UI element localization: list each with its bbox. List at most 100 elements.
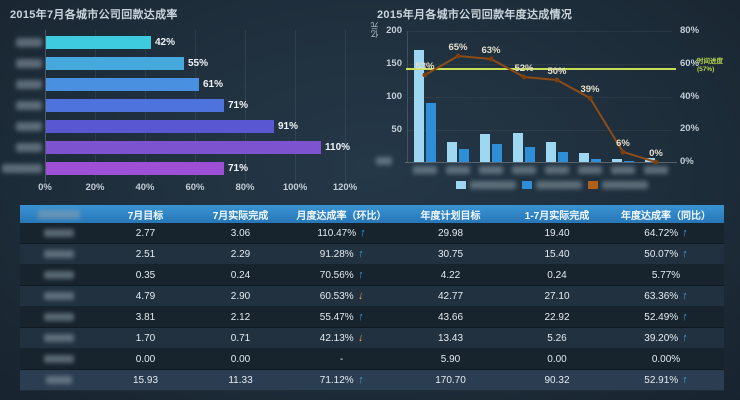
- left-chart-bar[interactable]: [46, 120, 274, 133]
- left-chart-bar[interactable]: [46, 141, 321, 154]
- july-target-cell: 2.77: [135, 227, 156, 239]
- ytd-actual-cell: 0.00: [547, 353, 567, 365]
- left-chart-category-label-redacted: [2, 164, 42, 173]
- rate-line-point: [422, 72, 428, 78]
- right-chart-y-right-tick-label: 60%: [680, 58, 700, 69]
- right-chart-plan-bar[interactable]: [414, 50, 424, 162]
- rate-line-point: [488, 56, 494, 62]
- year-target-cell: 4.22: [440, 269, 461, 281]
- left-chart-bar[interactable]: [46, 36, 151, 49]
- table-row[interactable]: 4.79 2.90 60.53% ↓ 42.77 27.10 63.36% ↑: [20, 286, 724, 307]
- table-row[interactable]: 1.70 0.71 42.13% ↓ 13.43 5.26 39.20% ↑: [20, 328, 724, 349]
- right-chart-plan-bar[interactable]: [579, 153, 589, 162]
- legend-item[interactable]: [588, 181, 650, 190]
- left-chart-bar-value-label: 91%: [278, 121, 299, 132]
- rate-line-point: [521, 74, 527, 80]
- legend-swatch: [588, 181, 598, 189]
- rate-line-point: [653, 159, 659, 165]
- left-chart-title: 2015年7月各城市公司回款达成率: [10, 9, 178, 21]
- july-target-cell: 3.81: [135, 311, 156, 323]
- legend-item[interactable]: [456, 181, 518, 190]
- month-rate-cell: 60.53% ↓: [288, 290, 395, 302]
- table-total-row[interactable]: 15.93 11.33 71.12% ↑ 170.70 90.32 52.91% ↑: [20, 370, 724, 391]
- right-chart-category-label-redacted: [512, 166, 536, 174]
- trend-up-icon: ↑: [681, 290, 689, 302]
- right-chart-plan-bar[interactable]: [513, 133, 523, 162]
- ytd-actual-cell: 27.10: [544, 290, 570, 302]
- table-row[interactable]: 2.51 2.29 91.28% ↑ 30.75 15.40 50.07% ↑: [20, 244, 724, 265]
- table-row[interactable]: 3.81 2.12 55.47% ↑ 43.66 22.92 52.49% ↑: [20, 307, 724, 328]
- rate-line-point-label: 6%: [616, 138, 630, 149]
- month-rate-value: 55.47%: [319, 311, 354, 323]
- right-chart-plan-bar[interactable]: [546, 142, 556, 162]
- july-actual-cell: 11.33: [228, 374, 253, 386]
- july-target-cell: 4.79: [135, 290, 156, 302]
- city-name-redacted: [20, 229, 98, 237]
- ytd-actual-cell: 22.92: [544, 311, 570, 323]
- left-chart-bar-value-label: 55%: [188, 58, 209, 69]
- year-rate-value: 52.91%: [644, 374, 679, 386]
- trend-down-icon: ↓: [356, 290, 365, 302]
- year-target-cell: 13.43: [437, 332, 464, 344]
- right-chart-y-left-tick-label: 100: [386, 91, 402, 102]
- rate-line-point-label: 52%: [514, 63, 534, 74]
- table-row[interactable]: 2.77 3.06 110.47% ↑ 29.98 19.40 64.72% ↑: [20, 223, 724, 244]
- july-actual-cell: 3.06: [230, 227, 251, 239]
- city-name-redacted: [20, 292, 98, 300]
- right-chart-x-axis-line: [405, 162, 677, 163]
- year-rate-cell: 50.07% ↑: [608, 248, 724, 260]
- left-chart-bar[interactable]: [46, 162, 224, 175]
- right-chart-actual-bar[interactable]: [459, 149, 469, 162]
- trend-up-icon: ↑: [681, 332, 689, 344]
- year-rate-cell: 63.36% ↑: [608, 290, 724, 302]
- july-target-cell: 15.93: [132, 374, 159, 386]
- right-chart-plan-bar[interactable]: [447, 142, 457, 162]
- legend-item[interactable]: [522, 181, 584, 190]
- right-chart-actual-bar[interactable]: [624, 161, 634, 162]
- year-rate-cell: 64.72% ↑: [608, 227, 724, 239]
- right-chart-plan-bar[interactable]: [480, 134, 490, 162]
- rate-line-point-label: 39%: [580, 84, 600, 95]
- year-rate-value: 50.07%: [644, 248, 679, 260]
- city-name-redacted: [20, 334, 98, 342]
- july-actual-cell: 0.71: [230, 332, 251, 344]
- july-actual-cell: 2.90: [230, 290, 251, 302]
- left-chart-bar[interactable]: [46, 57, 184, 70]
- right-chart-actual-bar[interactable]: [426, 103, 436, 162]
- left-chart-bar-value-label: 110%: [325, 142, 351, 153]
- right-chart-actual-bar[interactable]: [591, 159, 601, 162]
- right-chart-category-label-redacted: [578, 166, 602, 174]
- left-chart-category-label-redacted: [16, 59, 42, 68]
- right-chart-actual-bar[interactable]: [525, 147, 535, 162]
- right-chart-actual-bar[interactable]: [558, 152, 568, 162]
- trend-up-icon: ↑: [359, 227, 367, 239]
- month-rate-value: 42.13%: [319, 332, 354, 344]
- right-chart-category-label-redacted: [413, 166, 437, 174]
- trend-down-icon: ↓: [356, 332, 365, 344]
- table-header-row: 7月目标 7月实际完成 月度达成率（环比） 年度计划目标 1-7月实际完成 年度达成率（同…: [20, 205, 724, 223]
- left-chart-category-label-redacted: [16, 143, 42, 152]
- trend-up-icon: ↑: [681, 248, 689, 260]
- table-row[interactable]: 0.00 0.00 - 5.90 0.00 0.00%: [20, 349, 724, 370]
- right-chart-category-label-redacted: [479, 166, 503, 174]
- right-chart-h-gridline: [408, 64, 672, 65]
- rate-line-point: [620, 149, 626, 155]
- year-rate-cell: 39.20% ↑: [608, 332, 724, 344]
- left-chart-bar[interactable]: [46, 99, 224, 112]
- ytd-actual-cell: 0.24: [547, 269, 567, 281]
- left-chart-x-tick-label: 40%: [135, 182, 155, 193]
- legend-swatch: [456, 181, 466, 189]
- left-chart-bar[interactable]: [46, 78, 199, 91]
- left-chart-category-label-redacted: [16, 38, 42, 47]
- right-chart-plan-bar[interactable]: [612, 159, 622, 162]
- achievement-rate-line[interactable]: [400, 28, 700, 173]
- table-row[interactable]: 0.35 0.24 70.56% ↑ 4.22 0.24 5.77%: [20, 265, 724, 286]
- trend-up-icon: ↑: [681, 227, 689, 239]
- year-rate-cell: 0.00%: [608, 354, 724, 365]
- legend-label-redacted: [602, 181, 648, 189]
- right-chart-actual-bar[interactable]: [492, 144, 502, 162]
- july-target-cell: 0.35: [135, 269, 156, 281]
- left-chart-gridline: [245, 30, 246, 182]
- month-rate-cell: 71.12% ↑: [288, 374, 395, 386]
- july-target-cell: 0.00: [135, 353, 156, 365]
